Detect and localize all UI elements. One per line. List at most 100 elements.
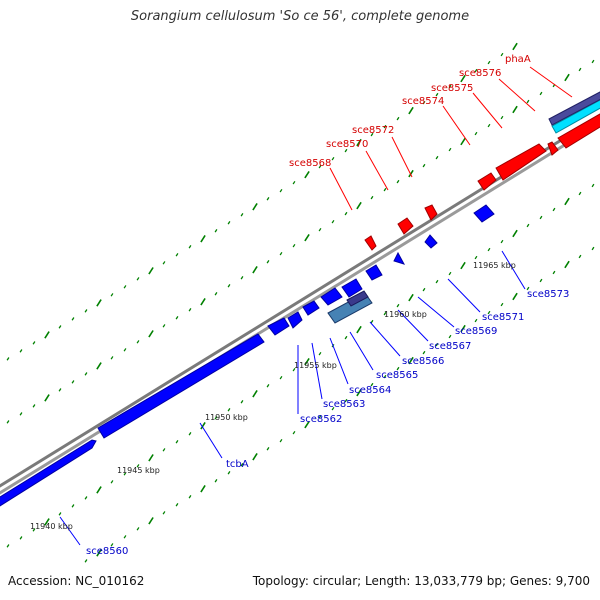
gene-sce8568-arrow[interactable] [364,235,377,251]
guide-tick [96,549,102,557]
guide-tick [32,404,36,408]
guide-tick [422,100,426,105]
scale-label-11945: 11945 kbp [117,466,160,475]
scale-label-11940: 11940 kbp [30,522,73,531]
guide-tick [448,147,452,152]
guide-tick [266,383,270,388]
label-leader-lines [59,66,573,546]
label-sce8573[interactable]: sce8573 [527,289,569,300]
label-sce8565[interactable]: sce8565 [376,370,418,381]
guide-tick [460,324,466,333]
gene-sce8572-arrow[interactable] [424,204,438,221]
guide-tick [110,293,114,297]
gene-sce8560-arrow[interactable] [0,439,97,509]
gene-sce8571-arrow[interactable] [424,234,438,249]
gene-sce8566-block[interactable] [341,278,363,298]
guide-tick [512,105,518,114]
guide-tick [266,446,270,451]
guide-tick [279,188,283,193]
gene-sce8565-block[interactable] [320,287,343,306]
leader-line [365,150,389,191]
label-sce8563[interactable]: sce8563 [323,399,365,410]
guide-tick [266,196,270,201]
label-sce8572[interactable]: sce8572 [352,125,394,136]
gene-phaA-arrow[interactable] [557,113,600,149]
leader-line [498,78,536,112]
guide-tick [396,366,400,371]
gene-large-reverse-arrow[interactable] [97,333,265,439]
leader-line [397,309,429,342]
guide-tick [487,247,491,252]
gene-sce8573-arrow[interactable] [473,204,495,223]
label-sce8570[interactable]: sce8570 [326,139,368,150]
label-sce8562[interactable]: sce8562 [300,414,342,425]
feature-cyan-bar[interactable] [551,99,600,134]
guide-tick [84,496,88,500]
guide-tick [32,341,36,345]
guide-tick [240,276,244,280]
gene-sce8570-arrow[interactable] [397,217,414,235]
gene-sce8575-arrow[interactable] [495,143,547,181]
guide-tick [96,362,102,370]
gene-sce8574-arrow[interactable] [477,172,497,191]
guide-tick [304,170,310,179]
guide-tick [252,202,258,211]
gene-sce8562-block[interactable] [267,317,290,336]
guide-tick [32,528,36,532]
guide-tick [448,84,452,89]
guide-tick [162,324,166,328]
guide-tick [96,486,102,494]
guide-tick [564,197,570,206]
gene-sce8567-arrow[interactable] [365,264,383,281]
guide-tick [44,394,50,402]
label-sce8576[interactable]: sce8576 [459,68,501,79]
label-sce8574[interactable]: sce8574 [402,96,444,107]
leader-line [329,167,353,211]
reverse-strand-genes [0,204,495,509]
label-sce8568[interactable]: sce8568 [289,158,331,169]
guide-tick [279,438,283,443]
feature-dark-top-bar[interactable] [548,91,600,126]
guide-tick [318,414,322,419]
guide-tick [84,309,88,313]
guide-tick [331,156,335,161]
gene-sce8563-block[interactable] [287,311,303,329]
label-phaA[interactable]: phaA [505,54,531,65]
guide-tick [500,302,504,307]
guide-tick [44,331,50,339]
leader-line [472,92,503,129]
guide-tick [500,115,504,120]
label-sce8560[interactable]: sce8560 [86,546,128,557]
guide-tick [396,116,400,121]
guide-tick [408,293,414,302]
guide-tick [252,389,258,398]
gene-sce8569-arrow[interactable] [393,251,406,265]
label-sce8567[interactable]: sce8567 [429,341,471,352]
guide-tick [175,503,179,507]
label-sce8569[interactable]: sce8569 [455,326,497,337]
guide-tick [474,318,478,323]
leader-line [329,337,349,385]
guide-tick [175,253,179,257]
forward-gene-labels: sce8568 sce8570 sce8572 sce8574 sce8575 … [289,54,531,169]
guide-tick [148,330,154,338]
label-sce8566[interactable]: sce8566 [402,356,444,367]
guide-tick [487,60,491,65]
leader-line [417,296,455,328]
guide-tick [148,517,154,525]
label-sce8571[interactable]: sce8571 [482,312,524,323]
guide-tick [6,420,10,424]
guide-tick [578,191,582,196]
guide-tick [175,316,179,320]
guide-tick [84,372,88,376]
label-sce8564[interactable]: sce8564 [349,385,391,396]
gene-sce8576-arrow[interactable] [547,141,559,156]
guide-tick [356,138,362,147]
feature-dark-bar[interactable] [346,290,369,307]
leader-line [442,105,471,146]
guide-tick [448,271,452,276]
gene-sce8564-block[interactable] [302,300,320,316]
label-tcbA[interactable]: tcbA [226,459,249,470]
label-sce8575[interactable]: sce8575 [431,83,473,94]
